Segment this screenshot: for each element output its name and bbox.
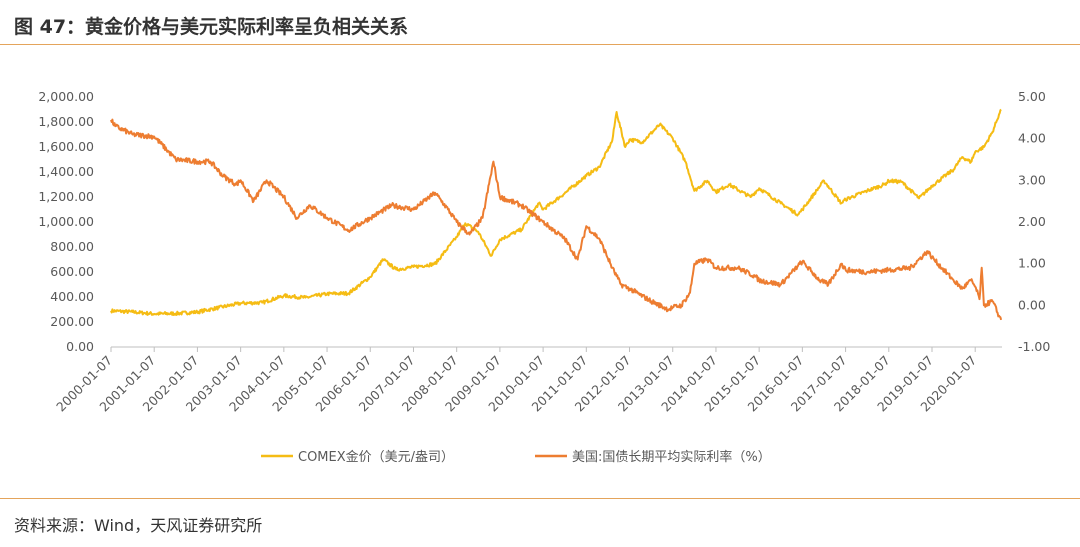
source-divider: [0, 498, 1080, 499]
legend-label: 美国:国债长期平均实际利率（%）: [572, 449, 771, 465]
left-tick-label: 1,400.00: [38, 164, 94, 179]
left-tick-label: 2,000.00: [38, 89, 94, 104]
right-tick-label: 3.00: [1018, 172, 1046, 187]
left-tick-label: 1,000.00: [38, 214, 94, 229]
dual-axis-line-chart: 0.00 200.00 400.00 600.00 800.00 1,000.00 1,20…: [38, 89, 1050, 465]
real-rate-line: [110, 118, 1003, 321]
left-tick-label: 200.00: [50, 314, 94, 329]
left-tick-label: 1,600.00: [38, 139, 94, 154]
left-tick-label: 1,200.00: [38, 189, 94, 204]
left-tick-label: 0.00: [66, 339, 94, 354]
source-note: 资料来源：Wind，天风证券研究所: [14, 516, 263, 535]
right-tick-label: 2.00: [1018, 214, 1046, 229]
right-tick-label: -1.00: [1018, 339, 1050, 354]
left-tick-label: 1,800.00: [38, 114, 94, 129]
gold-price-line: [110, 108, 1002, 316]
left-axis-ticks: 0.00 200.00 400.00 600.00 800.00 1,000.00 1,20…: [38, 89, 94, 354]
left-tick-label: 600.00: [50, 264, 94, 279]
x-axis: 2000-01-072001-01-072002-01-072003-01-07…: [53, 346, 1002, 414]
right-tick-label: 5.00: [1018, 89, 1046, 104]
title-divider: [0, 44, 1080, 45]
legend: COMEX金价（美元/盎司） 美国:国债长期平均实际利率（%）: [261, 449, 771, 465]
legend-label: COMEX金价（美元/盎司）: [298, 449, 454, 465]
series-lines: [110, 108, 1003, 321]
figure-title: 图 47：黄金价格与美元实际利率呈负相关关系: [14, 16, 409, 38]
left-tick-label: 400.00: [50, 289, 94, 304]
left-tick-label: 800.00: [50, 239, 94, 254]
right-tick-label: 4.00: [1018, 131, 1046, 146]
right-tick-label: 1.00: [1018, 256, 1046, 271]
right-tick-label: 0.00: [1018, 297, 1046, 312]
right-axis-ticks: -1.00 0.00 1.00 2.00 3.00 4.00 5.00: [1018, 89, 1050, 354]
